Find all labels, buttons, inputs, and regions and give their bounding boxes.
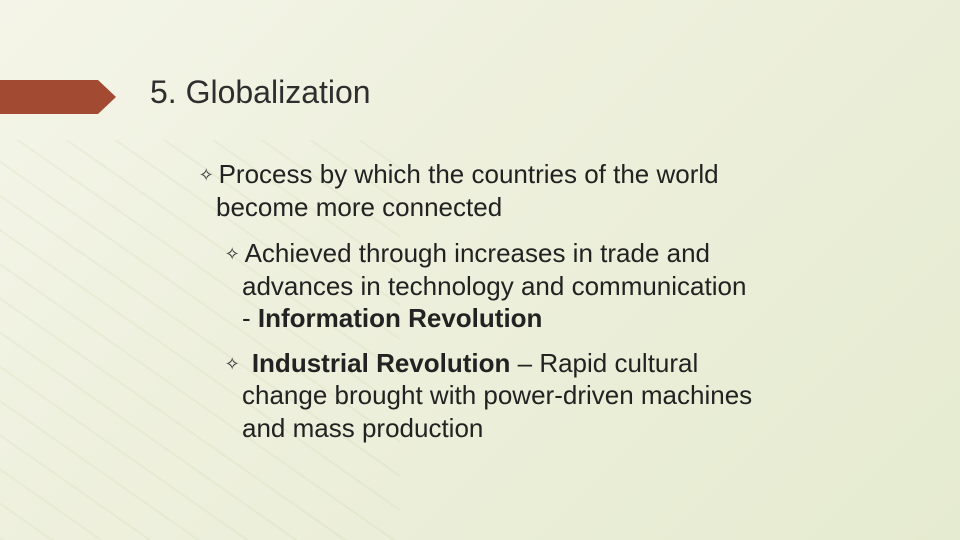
bullet-level2: Achieved through increases in trade and … — [216, 237, 870, 335]
title-accent-bar — [0, 80, 116, 114]
bullet-level2: Industrial Revolution – Rapid cultural c… — [216, 347, 870, 445]
accent-bar-rect — [0, 80, 98, 114]
bullet-text: Industrial Revolution – Rapid cultural — [216, 348, 698, 378]
bullet-text: Process by which the countries of the wo… — [190, 159, 719, 189]
term-industrial-revolution: Industrial Revolution — [252, 348, 511, 378]
bullet-rest: – Rapid cultural — [510, 348, 698, 378]
bullet-level1: Process by which the countries of the wo… — [190, 158, 870, 223]
bullet-text: - Information Revolution — [216, 302, 870, 335]
slide-body: Process by which the countries of the wo… — [190, 158, 870, 456]
bullet-text: change brought with power-driven machine… — [216, 379, 870, 412]
bullet-text: Achieved through increases in trade and — [216, 238, 710, 268]
term-information-revolution: Information Revolution — [258, 303, 543, 333]
bullet-text: advances in technology and communication — [216, 270, 870, 303]
slide-title: 5. Globalization — [150, 74, 371, 111]
bullet-text: become more connected — [190, 191, 870, 224]
bullet-text: and mass production — [216, 412, 870, 445]
bullet-prefix: - — [242, 303, 258, 333]
accent-bar-chevron — [98, 80, 116, 114]
